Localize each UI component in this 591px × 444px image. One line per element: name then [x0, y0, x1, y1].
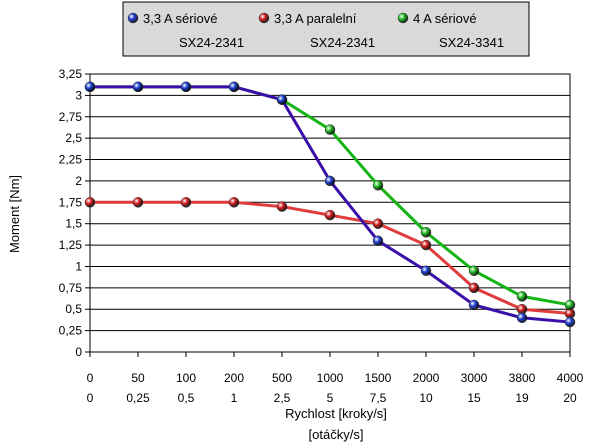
x-tick-label-secondary: 0,25 — [126, 391, 150, 405]
data-point — [228, 81, 240, 93]
y-tick-label: 1,75 — [59, 195, 83, 209]
data-point — [324, 124, 336, 135]
x-tick-label: 3800 — [509, 371, 536, 385]
data-point — [180, 197, 192, 208]
series-layer — [84, 81, 576, 328]
series-line — [90, 85, 571, 307]
x-tick-label: 100 — [176, 371, 196, 385]
legend-label-secondary: SX24-3341 — [439, 35, 504, 50]
y-tick-label: 0,5 — [65, 302, 82, 316]
x-tick-label: 200 — [224, 371, 244, 385]
x-tick-label-secondary: 15 — [467, 391, 481, 405]
y-tick-label: 2 — [75, 174, 82, 188]
y-tick-label: 1,25 — [59, 238, 83, 252]
data-point — [420, 226, 432, 238]
y-tick-label: 0,75 — [59, 281, 83, 295]
y-tick-label: 1,5 — [65, 217, 82, 231]
x-tick-label: 3000 — [461, 371, 488, 385]
y-tick-label: 2,25 — [59, 153, 83, 167]
legend-label: 4 A sériové — [413, 11, 477, 26]
y-tick-label: 2,75 — [59, 110, 83, 124]
y-axis-title: Moment [Nm] — [7, 175, 22, 253]
x-tick-label: 500 — [272, 371, 292, 385]
legend-label: 3,3 A paralelní — [274, 11, 357, 26]
x-tick-label-secondary: 20 — [563, 391, 577, 405]
x-tick-label-secondary: 2,5 — [274, 391, 291, 405]
x-tick-label-secondary: 5 — [327, 391, 334, 405]
x-tick-label-secondary: 10 — [419, 391, 433, 405]
data-point — [372, 179, 384, 191]
x-axis-title: Rychlost [kroky/s] — [285, 406, 387, 421]
x-tick-label-secondary: 0,5 — [178, 391, 195, 405]
x-tick-label: 4000 — [557, 371, 584, 385]
y-tick-label: 0 — [75, 345, 82, 359]
data-point — [564, 316, 576, 328]
y-tick-label: 0,25 — [59, 324, 83, 338]
x-tick-label: 1000 — [317, 371, 344, 385]
data-point — [372, 218, 384, 229]
legend: 3,3 A sériové SX24-2341 3,3 A paralelní SX2… — [122, 1, 530, 57]
legend-label: 3,3 A sériové — [143, 11, 217, 26]
data-point — [372, 235, 384, 247]
legend-marker — [397, 12, 409, 24]
data-point — [228, 197, 240, 208]
data-point — [516, 312, 528, 324]
y-tick-label: 3,25 — [59, 67, 83, 81]
legend-box — [122, 1, 530, 57]
data-point — [324, 209, 336, 221]
data-point — [468, 299, 480, 311]
x-axis-title-line2: [otáčky/s] — [309, 427, 364, 442]
axes: 0 0,25 0,5 0,75 1 1,25 1,5 1,75 2 2,25 2,5 2,75 3 3,2… — [59, 67, 584, 405]
data-point — [132, 197, 144, 208]
series-line — [90, 85, 571, 324]
data-point — [84, 197, 96, 208]
x-tick-label-secondary: 19 — [515, 391, 529, 405]
data-point — [132, 81, 144, 93]
data-point — [276, 201, 288, 212]
data-point — [420, 239, 432, 251]
legend-label-secondary: SX24-2341 — [179, 35, 244, 50]
x-tick-label: 1500 — [365, 371, 392, 385]
legend-marker — [258, 12, 270, 24]
data-point — [564, 299, 576, 311]
y-tick-label: 3 — [75, 88, 82, 102]
legend-label-secondary: SX24-2341 — [310, 35, 375, 50]
x-tick-label-secondary: 7,5 — [370, 391, 387, 405]
y-tick-label: 2,5 — [65, 131, 82, 145]
data-point — [84, 81, 96, 93]
data-point — [468, 282, 480, 294]
x-tick-label-secondary: 0 — [87, 391, 94, 405]
y-tick-label: 1 — [75, 259, 82, 273]
x-tick-label-secondary: 1 — [231, 391, 238, 405]
data-point — [324, 175, 336, 187]
x-tick-label: 0 — [87, 371, 94, 385]
data-point — [468, 265, 480, 276]
data-point — [180, 81, 192, 93]
x-tick-label: 50 — [131, 371, 145, 385]
data-point — [420, 265, 432, 276]
data-point — [516, 291, 528, 302]
legend-marker — [127, 12, 139, 24]
data-point — [276, 94, 288, 105]
x-tick-label: 2000 — [413, 371, 440, 385]
